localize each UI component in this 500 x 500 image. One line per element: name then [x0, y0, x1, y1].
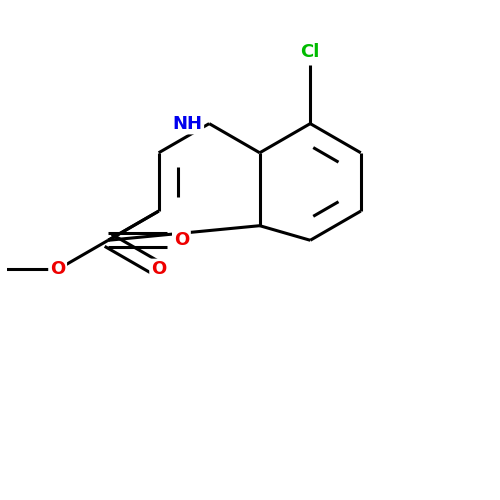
Text: O: O [50, 260, 66, 278]
Text: O: O [174, 232, 189, 250]
Text: Cl: Cl [300, 44, 320, 62]
Text: NH: NH [172, 114, 203, 132]
Text: O: O [151, 260, 166, 278]
Text: NH: NH [172, 114, 203, 132]
Text: O: O [50, 260, 66, 278]
Text: O: O [174, 232, 189, 250]
Text: O: O [151, 260, 166, 278]
Text: Cl: Cl [300, 44, 320, 62]
